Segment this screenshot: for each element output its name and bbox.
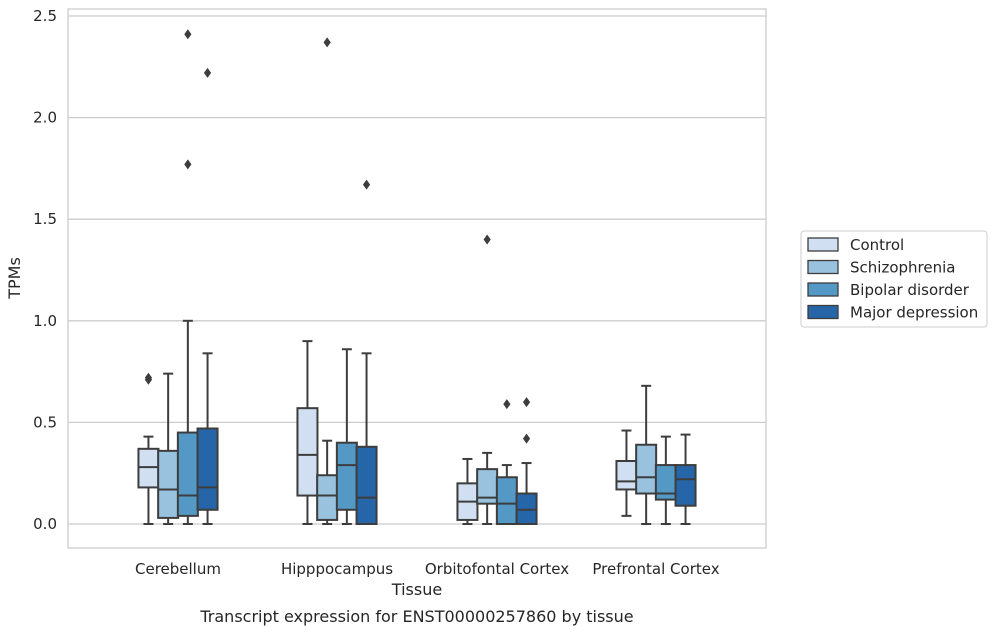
x-tick-label: Hipppocampus xyxy=(281,560,393,578)
legend-label: Major depression xyxy=(850,304,978,322)
y-tick-label: 1.0 xyxy=(33,312,57,330)
grid-lines xyxy=(68,15,766,525)
chart-caption: Transcript expression for ENST0000025786… xyxy=(199,607,633,626)
legend-item: Major depression xyxy=(807,304,978,322)
legend-item: Schizophrenia xyxy=(807,259,955,277)
legend-item: Control xyxy=(807,236,904,254)
outlier-point xyxy=(203,67,212,78)
outlier-point xyxy=(184,29,192,40)
outlier-point xyxy=(184,159,192,170)
box xyxy=(355,445,378,525)
box xyxy=(157,449,180,519)
legend-label: Schizophrenia xyxy=(850,259,955,277)
y-tick-label: 1.5 xyxy=(33,210,57,228)
legend-swatch xyxy=(807,304,839,320)
outlier-point xyxy=(522,433,531,444)
series-bipolar-disorder xyxy=(176,29,677,526)
x-axis-label: Tissue xyxy=(391,580,442,599)
outlier-point xyxy=(522,397,531,408)
box xyxy=(674,464,697,507)
x-tick-label: Cerebellum xyxy=(135,560,221,578)
plot-area-frame xyxy=(67,8,767,549)
series-major-depression xyxy=(196,67,697,525)
y-tick-label: 0.0 xyxy=(33,515,57,533)
box xyxy=(176,431,199,517)
y-tick-label: 2.0 xyxy=(33,109,57,127)
y-tick-label: 0.5 xyxy=(33,413,57,431)
x-tick-label: Orbitofontal Cortex xyxy=(425,560,569,578)
y-axis-label: TPMs xyxy=(5,257,24,300)
series-schizophrenia xyxy=(157,37,658,525)
outlier-point xyxy=(362,179,371,190)
box xyxy=(137,447,160,489)
outlier-point xyxy=(144,372,153,383)
box xyxy=(316,474,339,521)
box xyxy=(335,441,358,511)
box xyxy=(515,492,538,525)
y-tick-labels: 0.0 0.5 1.0 1.5 2.0 2.5 xyxy=(33,7,57,533)
legend-label: Control xyxy=(850,236,904,254)
box-series xyxy=(137,29,697,526)
outlier-point xyxy=(503,399,511,410)
x-tick-labels: Cerebellum Hipppocampus Orbitofontal Corte… xyxy=(135,560,720,578)
outlier-point xyxy=(483,234,491,245)
legend-swatch xyxy=(807,237,839,252)
outlier-point xyxy=(323,37,331,48)
box xyxy=(495,476,518,526)
y-tick-label: 2.5 xyxy=(33,7,57,25)
box xyxy=(196,427,219,511)
box xyxy=(635,443,658,495)
legend: Control Schizophrenia Bipolar disorder Majo… xyxy=(800,230,988,328)
legend-item: Bipolar disorder xyxy=(807,281,970,299)
legend-swatch xyxy=(807,259,839,275)
legend-label: Bipolar disorder xyxy=(850,281,970,299)
box xyxy=(615,460,638,491)
legend-frame xyxy=(800,230,988,328)
x-tick-label: Prefrontal Cortex xyxy=(592,560,719,578)
legend-swatch xyxy=(807,282,839,297)
box xyxy=(296,407,319,497)
